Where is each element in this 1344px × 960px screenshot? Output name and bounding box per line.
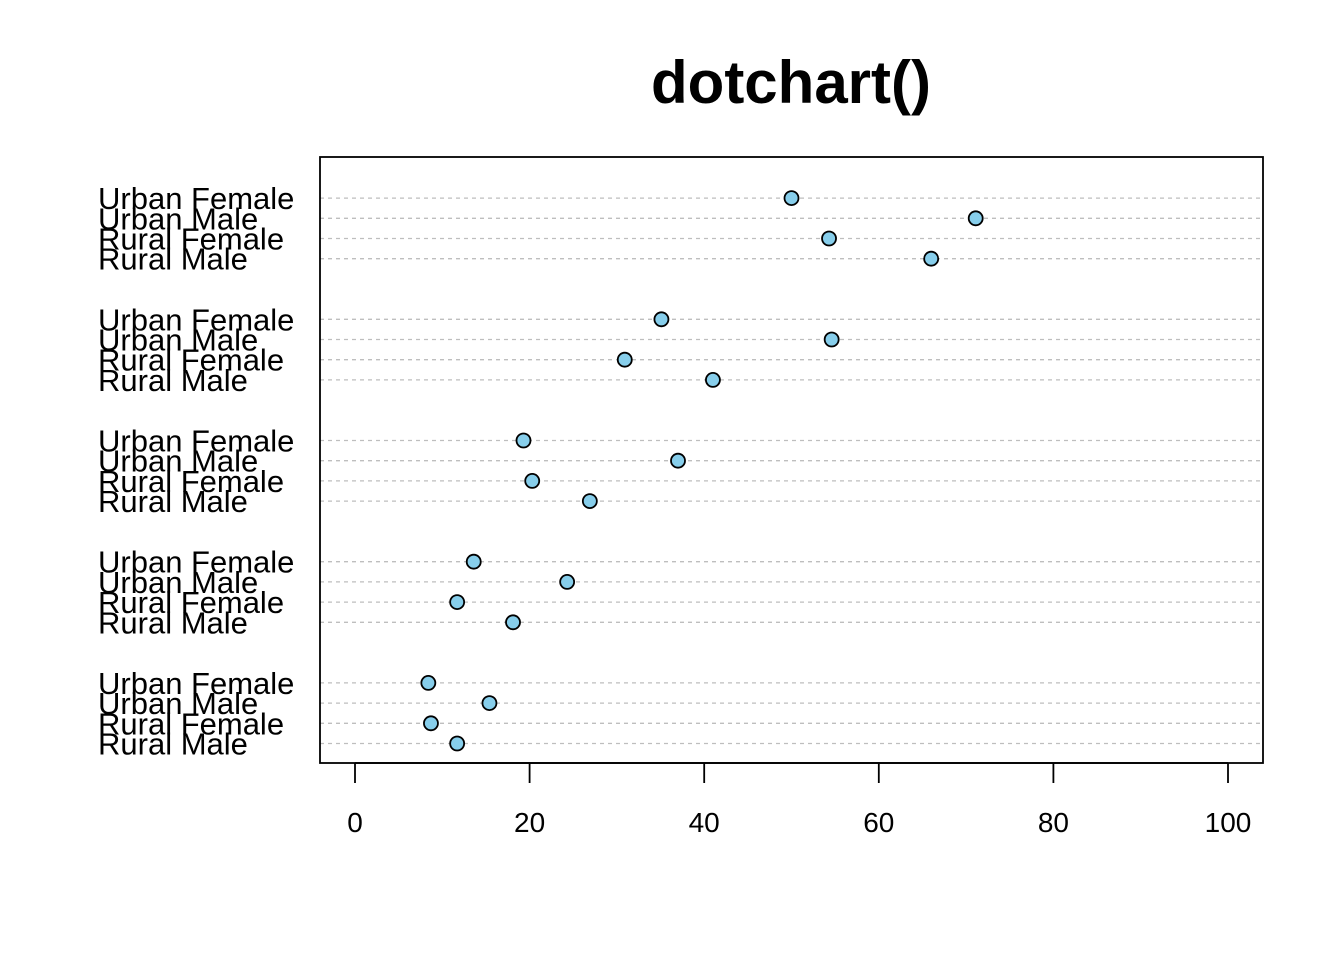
plot-frame	[319, 156, 1264, 764]
category-label: Urban Male	[98, 444, 258, 479]
data-point	[967, 210, 984, 227]
data-point	[524, 472, 541, 489]
data-point	[420, 675, 437, 691]
category-label: Rural Male	[98, 484, 248, 519]
data-point	[581, 493, 598, 510]
category-label: Rural Female	[98, 464, 284, 499]
category-label: Urban Female	[98, 545, 294, 580]
data-point	[449, 735, 466, 752]
data-point	[705, 371, 721, 388]
x-tick-label: 0	[347, 807, 363, 838]
x-tick-label: 20	[514, 807, 545, 838]
data-point	[505, 614, 521, 631]
category-label: Urban Female	[98, 302, 294, 337]
category-label: Urban Male	[98, 686, 258, 721]
data-point	[515, 432, 532, 449]
x-tick-label: 40	[689, 807, 720, 838]
category-label: Urban Male	[98, 565, 258, 600]
category-label: Rural Female	[98, 343, 284, 378]
data-point	[823, 331, 840, 348]
category-label: Rural Male	[98, 242, 248, 277]
x-axis: 0 20 40 60 80 100	[347, 762, 1252, 838]
data-point	[481, 695, 498, 711]
category-label: Rural Female	[98, 706, 284, 741]
data-point	[559, 574, 576, 590]
category-label: Urban Male	[98, 201, 258, 236]
data-point	[923, 250, 940, 267]
category-label: Urban Female	[98, 666, 294, 701]
data-point	[449, 594, 466, 610]
data-point	[465, 553, 482, 570]
category-label: Urban Male	[98, 323, 258, 358]
x-tick-label: 60	[863, 807, 894, 838]
category-label: Rural Male	[98, 363, 248, 398]
data-point	[423, 715, 439, 732]
category-label: Rural Female	[98, 222, 284, 257]
data-point	[670, 452, 686, 469]
chart-title: dotchart()	[651, 49, 931, 116]
data-point	[616, 351, 633, 368]
data-points	[420, 190, 984, 752]
x-tick-label: 100	[1205, 807, 1252, 838]
data-point	[783, 190, 800, 207]
category-label: Rural Male	[98, 605, 248, 640]
data-point	[653, 311, 670, 328]
category-label: Urban Female	[98, 181, 294, 216]
grid-layer	[320, 197, 1263, 745]
data-point	[821, 230, 837, 247]
category-label: Rural Male	[98, 727, 248, 762]
category-label: Urban Female	[98, 424, 294, 459]
category-label: Rural Female	[98, 585, 284, 620]
x-tick-label: 80	[1038, 807, 1069, 838]
